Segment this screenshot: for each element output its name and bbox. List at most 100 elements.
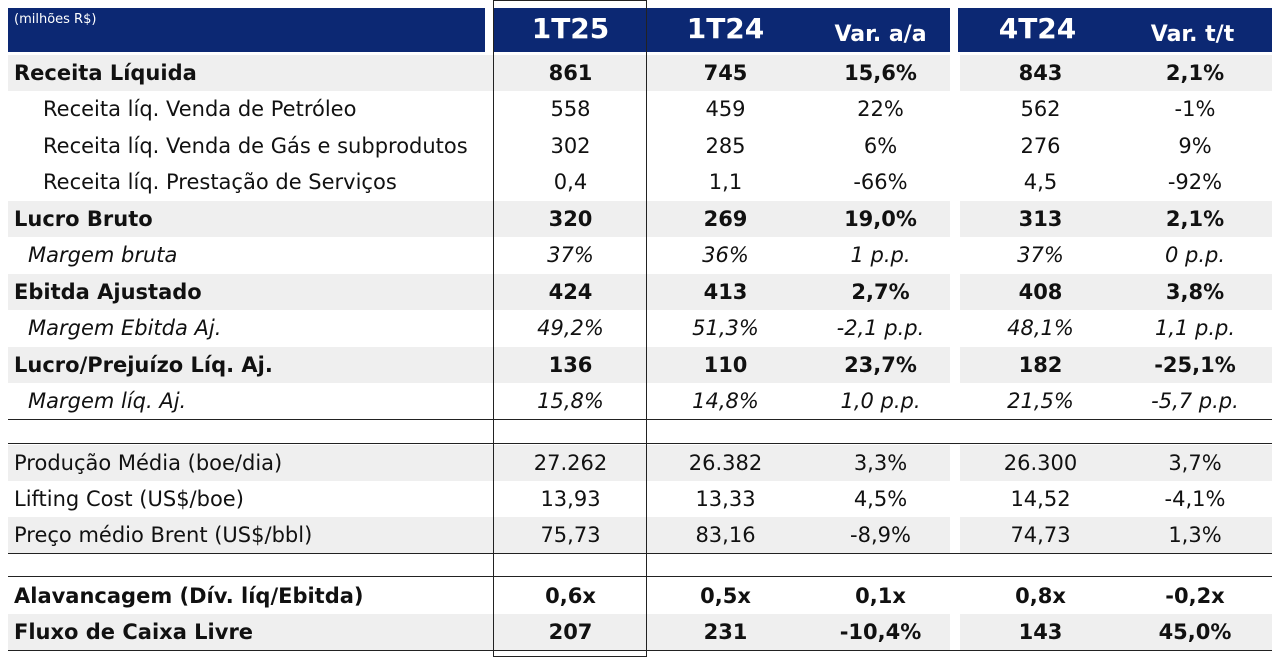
row-label: Receita líq. Venda de Gás e subprodutos [43,134,468,158]
table-row-ebitda: Ebitda Ajustado 424 413 2,7% 408 3,8% [8,274,1272,310]
table-row-margem-bruta: Margem bruta 37% 36% 1 p.p. 37% 0 p.p. [8,237,1272,273]
row-label: Receita Líquida [14,61,197,85]
value-var-tt: -0,2x [1165,584,1225,608]
row-label: Alavancagem (Dív. líq/Ebitda) [14,584,364,608]
value-1t25: 207 [548,620,593,644]
value-4t24: 0,8x [1015,584,1066,608]
value-1t24: 413 [703,280,748,304]
row-label: Produção Média (boe/dia) [14,451,283,475]
value-var-tt: -92% [1167,170,1223,194]
value-1t25: 37% [547,243,594,267]
value-1t25: 558 [550,97,591,121]
table-row-lucro-liquido: Lucro/Prejuízo Líq. Aj. 136 110 23,7% 18… [8,347,1272,383]
value-var-aa: 2,7% [851,280,910,304]
value-var-aa: -2,1 p.p. [836,316,925,340]
value-1t24: 51,3% [692,316,759,340]
value-1t24: 13,33 [695,487,756,511]
value-4t24: 143 [1018,620,1063,644]
row-label: Margem bruta [28,243,178,267]
value-1t25: 320 [548,207,593,231]
value-var-tt: 45,0% [1158,620,1232,644]
table-bottom-border [8,650,1272,651]
value-4t24: 4,5 [1023,170,1058,194]
value-var-aa: 1,0 p.p. [840,389,921,413]
row-label: Fluxo de Caixa Livre [14,620,254,644]
value-1t25: 0,4 [553,170,588,194]
header-separator [485,8,493,52]
value-var-tt: -4,1% [1164,487,1226,511]
value-var-tt: 3,8% [1165,280,1225,304]
unit-label: (milhões R$) [14,12,97,27]
value-1t24: 110 [703,353,748,377]
row-label: Receita líq. Prestação de Serviços [43,170,397,194]
value-1t25: 302 [550,134,591,158]
table-row-receita-gas: Receita líq. Venda de Gás e subprodutos … [8,128,1272,164]
value-var-aa: 0,1x [855,584,906,608]
column-header-1t24: 1T24 [686,12,765,45]
value-4t24: 408 [1018,280,1063,304]
value-var-aa: 23,7% [844,353,917,377]
row-label: Lucro/Prejuízo Líq. Aj. [14,353,273,377]
value-4t24: 14,52 [1010,487,1071,511]
value-1t24: 14,8% [692,389,759,413]
column-header-var-aa: Var. a/a [834,22,927,47]
table-row-margem-liquida: Margem líq. Aj. 15,8% 14,8% 1,0 p.p. 21,… [8,383,1272,419]
value-1t24: 269 [703,207,748,231]
value-1t24: 745 [703,61,748,85]
value-var-tt: 3,7% [1168,451,1222,475]
table-row-lucro-bruto: Lucro Bruto 320 269 19,0% 313 2,1% [8,201,1272,237]
table-row-receita-liquida: Receita Líquida 861 745 15,6% 843 2,1% [8,55,1272,91]
section-divider [8,443,1272,444]
value-1t24: 1,1 [708,170,743,194]
column-header-4t24: 4T24 [998,12,1077,45]
row-label: Lifting Cost (US$/boe) [14,487,244,511]
highlight-column-1t25 [493,0,647,657]
section-divider [8,553,1272,554]
value-var-aa: 4,5% [853,487,908,511]
value-4t24: 562 [1020,97,1061,121]
value-1t25: 75,73 [540,523,601,547]
value-var-tt: 2,1% [1165,207,1225,231]
value-var-tt: 0 p.p. [1164,243,1226,267]
value-4t24: 276 [1020,134,1061,158]
table-row-brent: Preço médio Brent (US$/bbl) 75,73 83,16 … [8,517,1272,553]
value-1t24: 231 [703,620,748,644]
table-row-lifting-cost: Lifting Cost (US$/boe) 13,93 13,33 4,5% … [8,481,1272,517]
value-1t24: 36% [702,243,749,267]
value-1t25: 15,8% [537,389,604,413]
row-label: Margem Ebitda Aj. [28,316,222,340]
value-var-tt: 1,1 p.p. [1154,316,1236,340]
value-var-tt: -1% [1174,97,1216,121]
value-1t25: 0,6x [545,584,596,608]
value-var-aa: 19,0% [844,207,917,231]
value-1t25: 136 [548,353,593,377]
value-var-aa: -10,4% [839,620,922,644]
value-var-aa: 1 p.p. [850,243,911,267]
value-1t24: 26.382 [688,451,763,475]
value-4t24: 26.300 [1003,451,1078,475]
value-1t24: 285 [705,134,746,158]
value-var-aa: 15,6% [844,61,917,85]
value-1t24: 0,5x [700,584,751,608]
table-row-receita-petroleo: Receita líq. Venda de Petróleo 558 459 2… [8,91,1272,127]
value-var-tt: -25,1% [1154,353,1236,377]
value-var-tt: 2,1% [1165,61,1225,85]
value-var-tt: 1,3% [1168,523,1222,547]
value-var-aa: 3,3% [853,451,908,475]
value-4t24: 182 [1018,353,1063,377]
column-header-1t25: 1T25 [531,12,610,45]
column-gap [950,55,960,419]
value-4t24: 843 [1018,61,1063,85]
value-1t25: 27.262 [533,451,608,475]
value-4t24: 37% [1017,243,1064,267]
value-1t24: 83,16 [695,523,756,547]
value-1t25: 49,2% [537,316,604,340]
section-divider [8,576,1272,577]
table-row-producao: Produção Média (boe/dia) 27.262 26.382 3… [8,445,1272,481]
table-row-alavancagem: Alavancagem (Dív. líq/Ebitda) 0,6x 0,5x … [8,578,1272,614]
row-label: Lucro Bruto [14,207,153,231]
table-row-fluxo-caixa: Fluxo de Caixa Livre 207 231 -10,4% 143 … [8,614,1272,650]
value-4t24: 74,73 [1010,523,1071,547]
column-header-var-tt: Var. t/t [1150,22,1235,47]
value-var-aa: 22% [857,97,904,121]
